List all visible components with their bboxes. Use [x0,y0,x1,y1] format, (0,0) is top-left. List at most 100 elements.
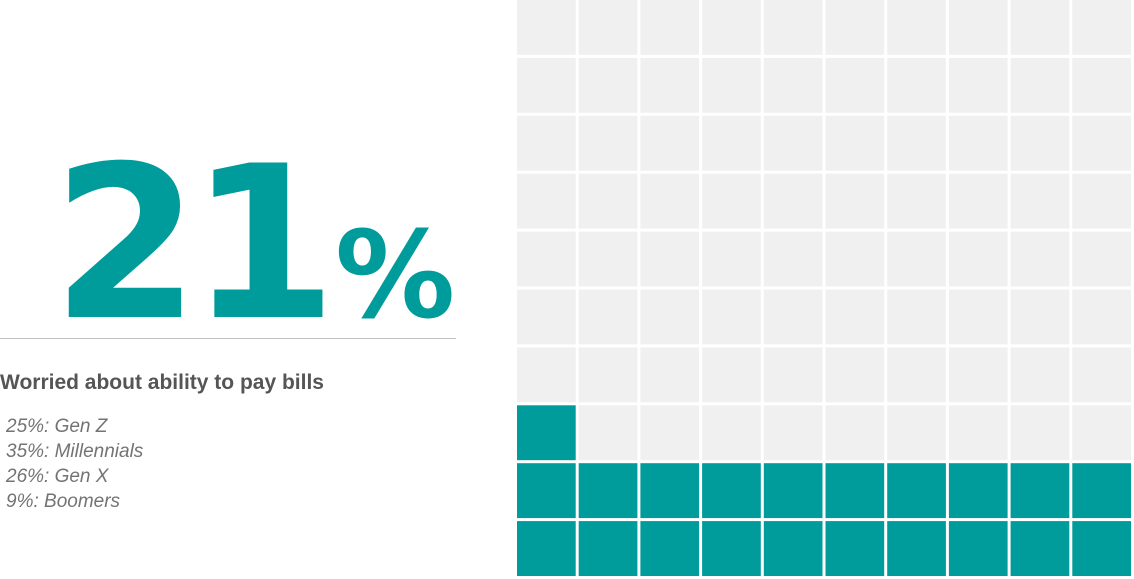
breakdown-item-millennials: 35%: Millennials [6,441,144,462]
waffle-cell-empty [517,173,576,229]
waffle-cell-empty [640,289,700,345]
waffle-cell-empty [948,405,1008,461]
waffle-cell-empty [517,289,576,345]
waffle-cell-empty [948,57,1008,113]
waffle-cell-empty [1010,347,1070,403]
waffle-cell-empty [948,231,1008,287]
generation-breakdown: 25%: Gen Z 35%: Millennials 26%: Gen X 9… [6,414,143,514]
headline-stat: 21% [52,138,455,350]
waffle-cell-empty [702,173,761,229]
waffle-cell-empty [948,289,1008,345]
waffle-cell-empty [640,57,700,113]
waffle-cell-filled [517,521,576,576]
waffle-cell-empty [578,231,638,287]
waffle-cell-filled [948,463,1008,519]
waffle-cell-filled [640,521,700,576]
waffle-cell-filled [640,463,700,519]
waffle-cell-filled [887,521,946,576]
waffle-cell-empty [825,173,885,229]
waffle-cell-filled [1072,463,1131,519]
waffle-cell-empty [1010,289,1070,345]
waffle-cell-filled [1010,463,1070,519]
waffle-cell-empty [1010,115,1070,171]
waffle-cell-empty [887,289,946,345]
breakdown-item-gen-z: 25%: Gen Z [6,416,108,437]
waffle-cell-filled [1010,521,1070,576]
waffle-cell-empty [1010,405,1070,461]
waffle-cell-empty [825,115,885,171]
waffle-cell-empty [517,347,576,403]
waffle-cell-filled [517,463,576,519]
waffle-cell-filled [763,521,823,576]
waffle-cell-empty [825,57,885,113]
waffle-cell-empty [578,57,638,113]
waffle-cell-empty [763,115,823,171]
headline-number: 21 [52,120,337,367]
waffle-cell-empty [640,173,700,229]
waffle-cell-empty [948,347,1008,403]
waffle-cell-empty [578,173,638,229]
waffle-cell-empty [763,173,823,229]
waffle-cell-empty [887,0,946,55]
waffle-cell-empty [1072,57,1131,113]
waffle-cell-empty [887,173,946,229]
waffle-cell-empty [702,57,761,113]
waffle-cell-empty [517,0,576,55]
waffle-cell-empty [887,115,946,171]
waffle-cell-empty [887,231,946,287]
waffle-cell-empty [948,0,1008,55]
waffle-cell-empty [763,289,823,345]
waffle-cell-empty [1072,173,1131,229]
waffle-cell-empty [702,289,761,345]
waffle-chart [517,0,1131,576]
waffle-cell-filled [517,405,576,461]
divider [0,338,456,339]
waffle-cell-empty [763,405,823,461]
waffle-cell-filled [578,463,638,519]
waffle-cell-empty [578,347,638,403]
waffle-cell-empty [887,405,946,461]
waffle-cell-empty [578,405,638,461]
waffle-cell-empty [640,405,700,461]
waffle-cell-empty [948,173,1008,229]
breakdown-item-gen-x: 26%: Gen X [6,466,109,487]
waffle-cell-empty [702,347,761,403]
waffle-cell-empty [887,57,946,113]
waffle-cell-empty [763,347,823,403]
waffle-cell-empty [702,231,761,287]
waffle-cell-empty [702,0,761,55]
waffle-cell-empty [825,405,885,461]
waffle-cell-empty [1072,347,1131,403]
waffle-cell-empty [1010,231,1070,287]
stat-label: Worried about ability to pay bills [0,371,324,394]
waffle-cell-empty [763,0,823,55]
waffle-cell-filled [825,521,885,576]
waffle-cell-empty [825,0,885,55]
waffle-cell-empty [640,231,700,287]
waffle-cell-filled [948,521,1008,576]
waffle-cell-empty [1010,0,1070,55]
waffle-cell-empty [517,115,576,171]
waffle-cell-empty [763,57,823,113]
waffle-cell-empty [640,115,700,171]
waffle-cell-empty [578,115,638,171]
waffle-cell-filled [825,463,885,519]
waffle-cell-empty [887,347,946,403]
waffle-cell-empty [517,231,576,287]
waffle-cell-empty [1072,289,1131,345]
waffle-cell-filled [763,463,823,519]
waffle-cell-empty [517,57,576,113]
waffle-cell-empty [825,289,885,345]
waffle-cell-empty [763,231,823,287]
waffle-cell-empty [578,289,638,345]
waffle-cell-filled [887,463,946,519]
waffle-cell-empty [948,115,1008,171]
waffle-cell-empty [1072,115,1131,171]
waffle-cell-empty [1072,0,1131,55]
waffle-cell-empty [702,115,761,171]
breakdown-item-boomers: 9%: Boomers [6,491,121,512]
waffle-cell-empty [702,405,761,461]
headline-unit: % [335,207,456,346]
waffle-cell-empty [640,0,700,55]
waffle-cell-empty [825,347,885,403]
